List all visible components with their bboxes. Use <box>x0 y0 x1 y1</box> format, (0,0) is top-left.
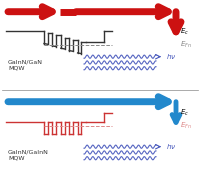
Text: $E_{Fn}$: $E_{Fn}$ <box>180 40 192 50</box>
Text: GaInN/GaN
MQW: GaInN/GaN MQW <box>8 59 43 70</box>
Text: $h\nu$: $h\nu$ <box>166 142 176 151</box>
Text: $h\nu$: $h\nu$ <box>166 52 176 61</box>
Text: $E_c$: $E_c$ <box>180 107 189 118</box>
Text: $E_{Fn}$: $E_{Fn}$ <box>180 121 192 131</box>
Text: GaInN/GaInN
MQW: GaInN/GaInN MQW <box>8 149 49 160</box>
Text: $E_c$: $E_c$ <box>180 26 189 37</box>
